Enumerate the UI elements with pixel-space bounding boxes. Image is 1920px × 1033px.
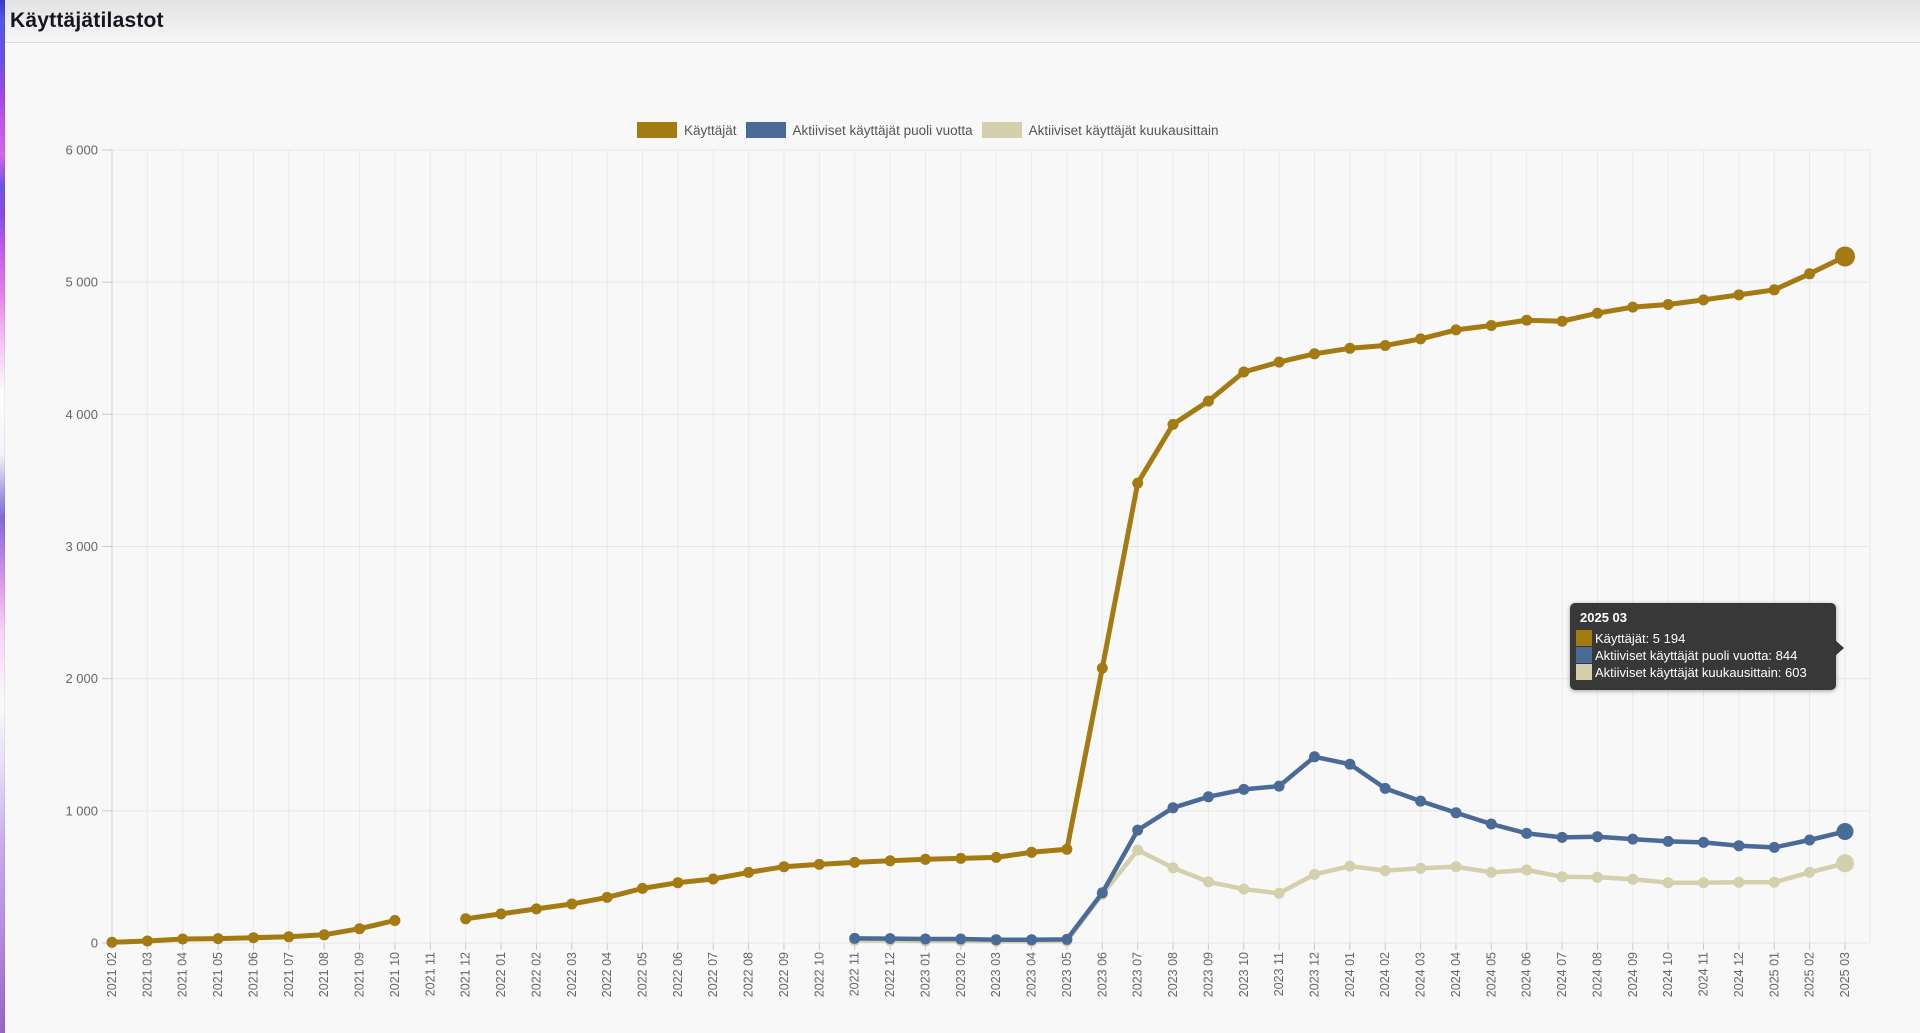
legend-item-aktiiviset-kuukausittain[interactable]: Aktiiviset käyttäjät kuukausittain	[981, 122, 1219, 138]
svg-text:2022 11: 2022 11	[848, 952, 862, 996]
tooltip-swatch-aktiiviset-kuukausittain	[1576, 664, 1592, 680]
svg-text:2022 04: 2022 04	[600, 952, 614, 997]
svg-text:2025 03: 2025 03	[1838, 952, 1852, 997]
svg-text:2023 02: 2023 02	[954, 952, 968, 997]
svg-text:2022 12: 2022 12	[883, 952, 897, 997]
legend-item-kayttajat[interactable]: Käyttäjät	[637, 122, 737, 138]
chart-surface	[0, 44, 1920, 1033]
svg-text:2022 02: 2022 02	[529, 952, 543, 997]
svg-text:2022 03: 2022 03	[565, 952, 579, 997]
svg-text:2023 10: 2023 10	[1237, 952, 1251, 997]
svg-text:2024 08: 2024 08	[1590, 952, 1604, 997]
svg-text:2024 03: 2024 03	[1414, 952, 1428, 997]
tooltip-title: 2025 03	[1580, 610, 1627, 625]
svg-text:2023 08: 2023 08	[1166, 952, 1180, 997]
chart-legend: Käyttäjät Aktiiviset käyttäjät puoli vuo…	[637, 122, 1218, 138]
svg-text:2021 07: 2021 07	[282, 952, 296, 997]
svg-text:4 000: 4 000	[65, 407, 98, 422]
svg-text:2024 05: 2024 05	[1484, 952, 1498, 997]
svg-text:2021 03: 2021 03	[140, 952, 154, 997]
svg-text:2023 09: 2023 09	[1201, 952, 1215, 997]
svg-text:2023 07: 2023 07	[1131, 952, 1145, 997]
tooltip-arrow	[1835, 640, 1844, 656]
svg-text:2024 09: 2024 09	[1626, 952, 1640, 997]
window-edge-gradient	[0, 0, 5, 1033]
page-title: Käyttäjätilastot	[10, 9, 164, 32]
svg-text:2023 03: 2023 03	[989, 952, 1003, 997]
svg-text:2023 05: 2023 05	[1060, 952, 1074, 997]
svg-text:3 000: 3 000	[65, 539, 98, 554]
legend-label-aktiiviset-puoli-vuotta: Aktiiviset käyttäjät puoli vuotta	[792, 122, 973, 138]
page-header: Käyttäjätilastot	[0, 0, 1920, 43]
svg-text:2024 12: 2024 12	[1732, 952, 1746, 997]
legend-label-aktiiviset-kuukausittain: Aktiiviset käyttäjät kuukausittain	[1028, 122, 1219, 138]
tooltip-row: Aktiiviset käyttäjät puoli vuotta: 844	[1576, 647, 1828, 663]
svg-text:2023 04: 2023 04	[1025, 952, 1039, 997]
svg-text:2021 05: 2021 05	[211, 952, 225, 997]
svg-text:2025 02: 2025 02	[1803, 952, 1817, 997]
svg-text:1 000: 1 000	[65, 803, 98, 818]
svg-text:2022 08: 2022 08	[742, 952, 756, 997]
svg-text:2024 10: 2024 10	[1661, 952, 1675, 997]
svg-text:2024 04: 2024 04	[1449, 952, 1463, 997]
svg-text:2021 06: 2021 06	[246, 952, 260, 997]
svg-text:2021 04: 2021 04	[176, 952, 190, 997]
svg-text:2025 01: 2025 01	[1767, 952, 1781, 997]
tooltip-swatch-kayttajat	[1576, 630, 1592, 646]
svg-text:0: 0	[91, 936, 98, 951]
svg-text:2024 11: 2024 11	[1697, 952, 1711, 996]
svg-text:2022 10: 2022 10	[812, 952, 826, 997]
chart-tooltip: 2025 03 Käyttäjät: 5 194 Aktiiviset käyt…	[1570, 603, 1844, 690]
svg-text:2021 08: 2021 08	[317, 952, 331, 997]
svg-text:2023 12: 2023 12	[1307, 952, 1321, 997]
svg-text:5 000: 5 000	[65, 275, 98, 290]
svg-text:2023 11: 2023 11	[1272, 952, 1286, 996]
svg-text:2 000: 2 000	[65, 671, 98, 686]
svg-text:2021 09: 2021 09	[353, 952, 367, 997]
svg-text:2023 06: 2023 06	[1095, 952, 1109, 997]
legend-swatch-kayttajat	[637, 122, 677, 138]
svg-text:2024 06: 2024 06	[1520, 952, 1534, 997]
tooltip-row: Käyttäjät: 5 194	[1576, 630, 1828, 646]
svg-text:2021 12: 2021 12	[459, 952, 473, 997]
svg-text:6 000: 6 000	[65, 143, 98, 158]
legend-label-kayttajat: Käyttäjät	[684, 122, 737, 138]
tooltip-value-aktiiviset-kuukausittain: Aktiiviset käyttäjät kuukausittain: 603	[1595, 664, 1807, 680]
svg-text:2022 07: 2022 07	[706, 952, 720, 997]
svg-text:2022 06: 2022 06	[671, 952, 685, 997]
tooltip-value-kayttajat: Käyttäjät: 5 194	[1595, 630, 1686, 646]
tooltip-swatch-aktiiviset-puoli-vuotta	[1576, 647, 1592, 663]
svg-text:2022 05: 2022 05	[636, 952, 650, 997]
svg-text:2022 01: 2022 01	[494, 952, 508, 997]
legend-swatch-aktiiviset-kuukausittain	[981, 122, 1022, 138]
svg-text:2021 10: 2021 10	[388, 952, 402, 997]
svg-text:2024 07: 2024 07	[1555, 952, 1569, 997]
svg-text:2021 11: 2021 11	[423, 952, 437, 996]
tooltip-value-aktiiviset-puoli-vuotta: Aktiiviset käyttäjät puoli vuotta: 844	[1595, 647, 1798, 663]
legend-swatch-aktiiviset-puoli-vuotta	[745, 122, 786, 138]
svg-text:2024 02: 2024 02	[1378, 952, 1392, 997]
tooltip-row: Aktiiviset käyttäjät kuukausittain: 603	[1576, 664, 1828, 680]
legend-item-aktiiviset-puoli-vuotta[interactable]: Aktiiviset käyttäjät puoli vuotta	[745, 122, 973, 138]
svg-text:2022 09: 2022 09	[777, 952, 791, 997]
svg-text:2021 02: 2021 02	[105, 952, 119, 997]
svg-text:2024 01: 2024 01	[1343, 952, 1357, 997]
svg-text:2023 01: 2023 01	[918, 952, 932, 997]
